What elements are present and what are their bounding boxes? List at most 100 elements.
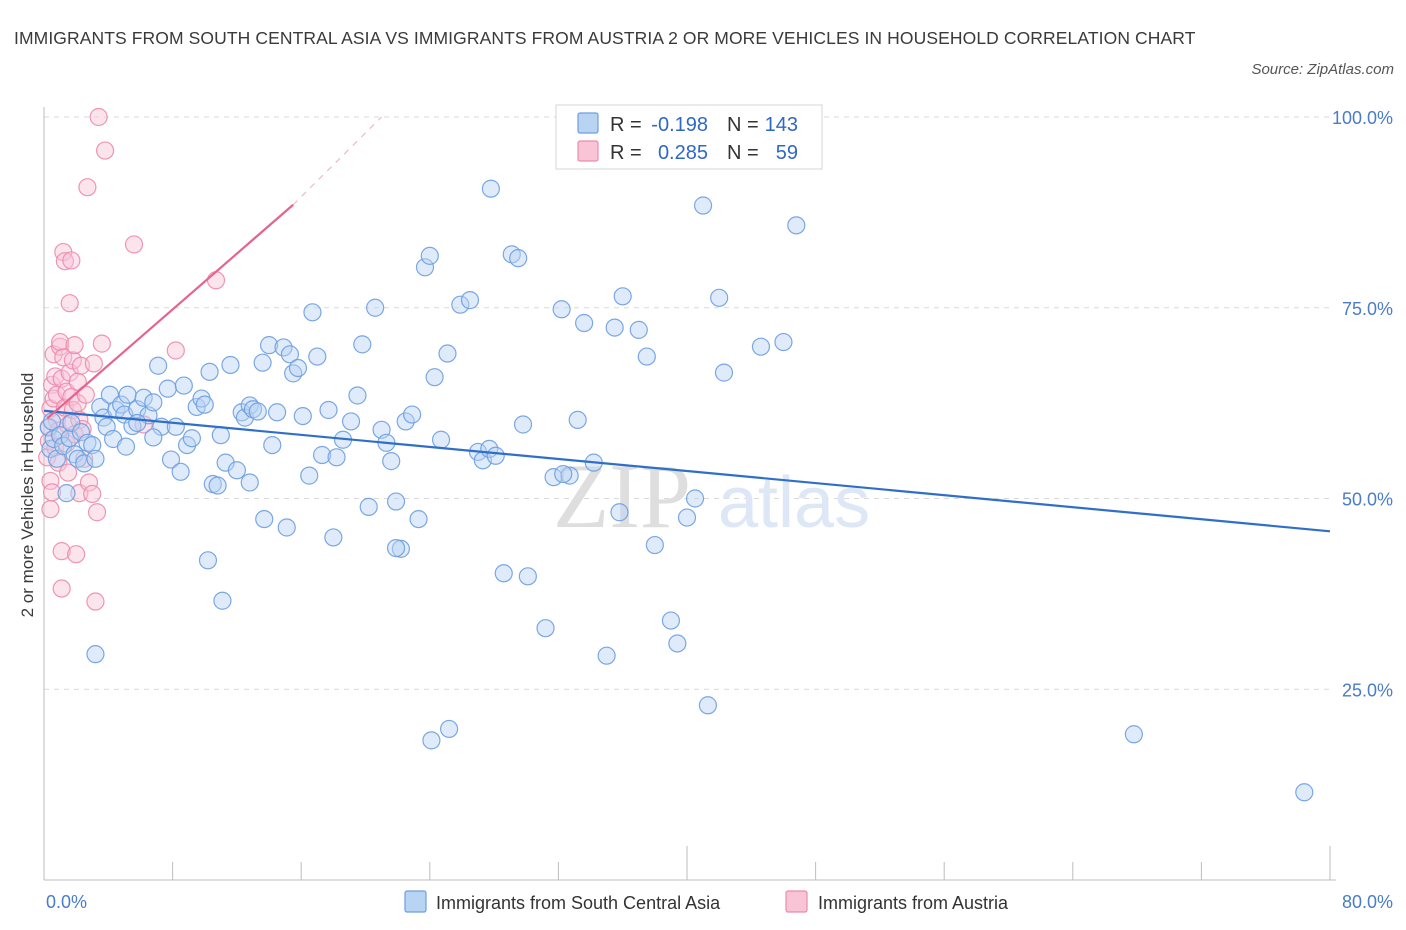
south-central-asia-point-141 [255, 510, 274, 529]
south-central-asia-point-80 [386, 492, 406, 511]
stats-box [555, 104, 823, 170]
austria-point-55 [124, 235, 144, 254]
stats-pink-n-value: 59 [776, 142, 798, 164]
south-central-asia-point-59 [274, 338, 293, 357]
south-central-asia-point-57 [263, 435, 282, 455]
south-central-asia-point-109 [605, 318, 624, 337]
south-central-asia-point-83 [403, 405, 422, 424]
austria-point-28 [59, 463, 78, 482]
austria-point-19 [52, 542, 71, 561]
south-central-asia-point-72 [341, 412, 361, 431]
south-central-asia-point-140 [144, 428, 163, 447]
south-central-asia-point-117 [685, 489, 705, 508]
south-central-asia-point-30 [144, 393, 163, 412]
stats-blue-n-label: N = [727, 114, 759, 136]
stats-pink-r-label: R = [610, 142, 642, 164]
watermark-zip: ZIP [553, 445, 691, 547]
south-central-asia-point-14 [78, 433, 97, 452]
austria-point-36 [65, 336, 84, 355]
south-central-asia-point-139 [128, 413, 147, 433]
austria-point-4 [41, 471, 60, 491]
south-central-asia-point-68 [319, 400, 338, 420]
south-central-asia-point-127 [213, 591, 232, 610]
austria-point-31 [62, 251, 81, 270]
austria-point-43 [73, 419, 92, 439]
south-central-asia-point-122 [751, 337, 771, 356]
south-central-asia-point-118 [693, 196, 713, 215]
south-central-asia-point-42 [195, 395, 214, 414]
south-central-asia-point-55 [253, 353, 272, 372]
austria-point-23 [55, 252, 74, 271]
south-central-asia-point-134 [554, 464, 573, 484]
south-central-asia-point-113 [645, 535, 664, 555]
austria-point-49 [84, 354, 103, 373]
austria-point-17 [50, 332, 70, 352]
south-central-asia-point-111 [629, 320, 648, 339]
south-central-asia-point-103 [552, 300, 571, 319]
south-central-asia-point-121 [714, 363, 734, 382]
south-central-asia-point-104 [560, 466, 579, 485]
south-central-asia-point-35 [166, 417, 185, 436]
south-central-asia-point-73 [348, 386, 367, 405]
south-central-asia-point-74 [353, 335, 372, 354]
south-central-asia-point-86 [420, 246, 439, 265]
south-central-asia-point-105 [568, 410, 587, 430]
series-austria-points [38, 107, 226, 611]
stats-legend: R = -0.198 N = 143 R = 0.285 N = 59 [555, 104, 823, 170]
south-central-asia-point-65 [303, 303, 322, 322]
stats-blue-swatch [577, 112, 599, 134]
stats-pink-swatch [577, 140, 599, 162]
south-central-asia-point-12 [71, 423, 91, 442]
legend-pink-swatch [785, 890, 808, 913]
y-tick-label-1: 75.0% [1342, 299, 1393, 319]
south-central-asia-point-54 [248, 402, 267, 421]
south-central-asia-point-128 [198, 551, 218, 570]
x-tick-label-0: 0.0% [46, 892, 87, 912]
south-central-asia-point-99 [513, 415, 533, 434]
south-central-asia-point-131 [386, 538, 406, 558]
south-central-asia-point-56 [259, 336, 279, 355]
legend-blue-swatch [404, 890, 427, 913]
south-central-asia-point-115 [668, 634, 687, 653]
south-central-asia-point-53 [243, 400, 263, 419]
south-central-asia-point-120 [710, 288, 729, 307]
south-central-asia-point-9 [62, 413, 81, 433]
south-central-asia-point-37 [174, 376, 193, 395]
austria-point-20 [52, 579, 71, 598]
south-central-asia-point-58 [267, 403, 287, 422]
x-tick-labels: 0.0% 80.0% [46, 892, 1393, 912]
stats-pink-r-value: 0.285 [658, 142, 708, 164]
south-central-asia-point-45 [208, 476, 227, 495]
south-central-asia-point-63 [293, 406, 312, 426]
south-central-asia-point-61 [284, 364, 303, 383]
austria-point-30 [60, 294, 79, 313]
south-central-asia-point-79 [382, 452, 401, 471]
trend-line-south-central-asia [43, 409, 1331, 533]
south-central-asia-point-133 [439, 719, 459, 739]
south-central-asia-point-88 [431, 430, 451, 449]
austria-point-16 [50, 337, 70, 356]
south-central-asia-point-125 [1124, 725, 1143, 744]
south-central-asia-point-90 [451, 295, 470, 314]
south-central-asia-point-27 [128, 400, 147, 419]
south-central-asia-point-123 [774, 332, 793, 352]
south-central-asia-point-26 [123, 416, 142, 436]
y-tick-label-0: 100.0% [1332, 108, 1393, 128]
south-central-asia-point-132 [422, 731, 441, 750]
austria-point-50 [86, 592, 105, 611]
south-central-asia-point-60 [280, 345, 300, 364]
stats-blue-n-value: 143 [765, 114, 798, 136]
south-central-asia-point-124 [787, 216, 806, 235]
series-south-central-asia-points [39, 179, 1314, 802]
trend-line-austria-extension [292, 116, 382, 206]
austria-point-52 [89, 107, 108, 127]
south-central-asia-point-76 [366, 298, 385, 317]
austria-point-6 [42, 483, 62, 502]
south-central-asia-point-39 [182, 429, 201, 448]
south-central-asia-point-15 [83, 435, 102, 455]
y-tick-labels: 100.0% 75.0% 50.0% 25.0% [1332, 108, 1393, 700]
south-central-asia-point-112 [637, 347, 656, 366]
south-central-asia-point-116 [677, 508, 697, 527]
austria-point-57 [166, 341, 185, 360]
south-central-asia-point-75 [359, 497, 378, 516]
